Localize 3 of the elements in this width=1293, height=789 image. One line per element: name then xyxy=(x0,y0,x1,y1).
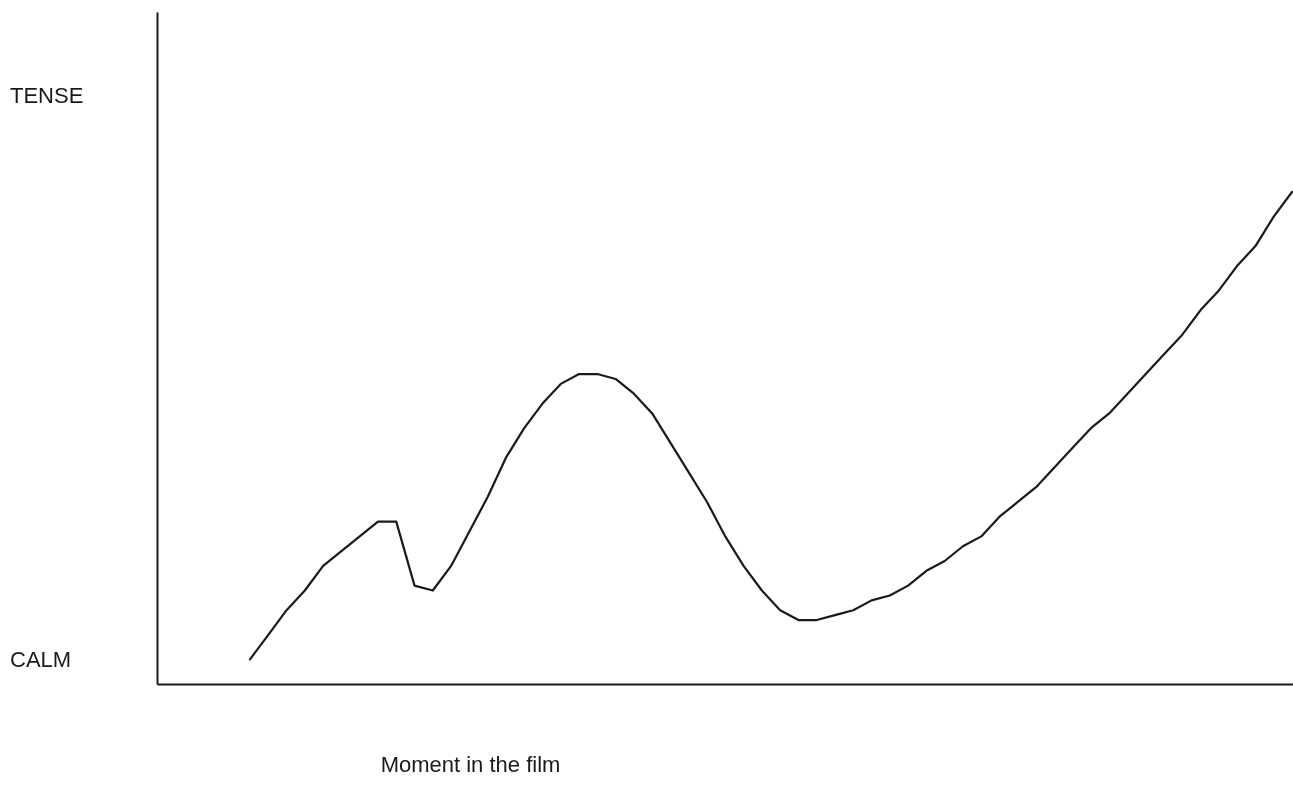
x-axis-title: Moment in the film xyxy=(380,751,561,777)
text: TENSE xyxy=(10,83,84,108)
text: CALM xyxy=(10,647,72,672)
